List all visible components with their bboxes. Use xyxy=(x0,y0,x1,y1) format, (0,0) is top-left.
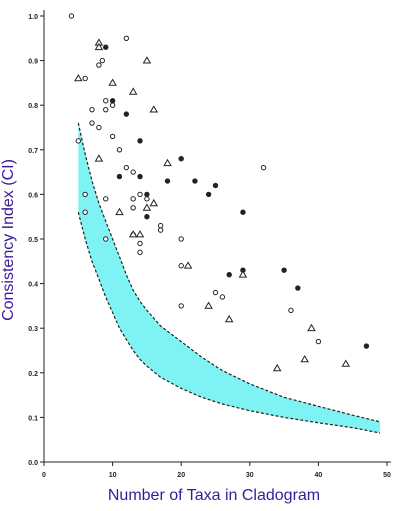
y-tick-label: 0.7 xyxy=(28,148,38,155)
data-point-filled-circle xyxy=(240,209,246,215)
data-point-open-circle xyxy=(82,191,88,198)
data-point-filled-circle xyxy=(164,178,171,184)
data-point-open-circle xyxy=(109,102,116,108)
data-point-open-triangle xyxy=(224,314,234,323)
data-point-open-triangle xyxy=(149,198,159,207)
y-tick-label: 0.5 xyxy=(28,237,38,244)
data-point-open-triangle xyxy=(272,363,282,372)
y-tick-label: 0.0 xyxy=(28,460,38,467)
data-point-open-circle xyxy=(157,227,164,233)
data-point-open-triangle xyxy=(74,74,83,82)
data-point-open-circle xyxy=(82,209,88,215)
band-upper-boundary xyxy=(77,122,381,423)
data-point-open-triangle xyxy=(183,261,193,269)
y-tick-label: 0.8 xyxy=(28,103,38,110)
data-point-filled-circle xyxy=(281,267,287,273)
data-point-open-circle xyxy=(75,138,82,144)
data-point-open-circle xyxy=(99,57,106,64)
data-point-open-circle xyxy=(123,164,130,171)
data-point-open-circle xyxy=(103,236,109,242)
data-point-open-triangle xyxy=(341,359,351,367)
data-point-open-triangle xyxy=(142,203,152,211)
data-point-open-circle xyxy=(89,106,95,113)
y-axis-label: Consistency Index (CI) xyxy=(0,159,17,321)
data-point-open-circle xyxy=(130,196,136,202)
data-point-filled-circle xyxy=(295,285,301,291)
data-point-open-triangle xyxy=(238,270,248,278)
data-point-open-triangle xyxy=(115,207,124,216)
data-point-filled-circle xyxy=(205,191,212,198)
data-point-filled-circle xyxy=(109,98,116,104)
data-point-open-circle xyxy=(288,307,294,314)
data-point-open-circle xyxy=(144,196,150,202)
band-lower-boundary xyxy=(77,212,381,434)
data-point-open-circle xyxy=(137,249,143,256)
data-point-open-triangle xyxy=(135,230,145,238)
data-point-filled-circle xyxy=(103,44,109,50)
x-tick-label: 50 xyxy=(383,472,391,479)
data-point-open-circle xyxy=(178,236,184,242)
data-point-open-triangle xyxy=(204,301,213,309)
y-tick-label: 0.4 xyxy=(28,282,38,289)
data-point-open-circle xyxy=(130,169,136,175)
data-point-filled-circle xyxy=(226,271,232,278)
y-tick-label: 0.2 xyxy=(28,371,38,378)
data-point-filled-circle xyxy=(144,214,150,220)
data-point-open-triangle xyxy=(307,323,316,332)
y-tick-label: 0.1 xyxy=(28,415,38,422)
data-point-open-circle xyxy=(137,191,143,198)
data-point-open-circle xyxy=(315,338,322,345)
x-axis-label: Number of Taxa in Cladogram xyxy=(108,487,320,504)
data-point-open-circle xyxy=(212,289,219,296)
data-point-filled-circle xyxy=(178,156,184,162)
data-point-open-circle xyxy=(109,133,116,140)
data-point-open-circle xyxy=(123,35,130,41)
data-point-open-circle xyxy=(103,98,109,104)
data-point-filled-circle xyxy=(192,178,198,184)
data-point-filled-circle xyxy=(212,182,219,189)
y-tick-label: 0.3 xyxy=(28,326,38,333)
data-point-open-circle xyxy=(130,205,136,211)
data-point-open-circle xyxy=(96,124,102,131)
data-point-open-triangle xyxy=(163,158,172,167)
data-point-filled-circle xyxy=(123,111,130,117)
data-point-open-circle xyxy=(178,263,184,269)
data-point-open-circle xyxy=(96,62,102,68)
data-point-filled-circle xyxy=(363,343,370,349)
x-tick-label: 40 xyxy=(315,472,323,479)
data-point-open-circle xyxy=(178,303,184,309)
data-point-open-triangle xyxy=(142,56,152,64)
data-point-open-triangle xyxy=(300,355,309,363)
x-tick-label: 20 xyxy=(177,472,185,479)
y-tick-label: 0.6 xyxy=(28,192,38,199)
data-point-open-circle xyxy=(89,120,95,126)
data-point-filled-circle xyxy=(137,173,143,180)
data-point-open-triangle xyxy=(128,230,138,238)
data-point-open-triangle xyxy=(128,87,138,95)
confidence-band xyxy=(78,123,381,433)
data-point-open-triangle xyxy=(94,154,104,162)
y-tick-label: 1.0 xyxy=(28,14,38,21)
x-tick-label: 0 xyxy=(42,472,46,479)
data-point-open-circle xyxy=(157,222,164,229)
data-point-filled-circle xyxy=(116,173,123,180)
data-point-filled-circle xyxy=(144,191,150,198)
data-point-open-circle xyxy=(260,164,267,171)
x-tick-label: 10 xyxy=(109,472,117,479)
data-point-open-triangle xyxy=(94,42,104,51)
x-tick-label: 30 xyxy=(246,472,254,479)
data-point-filled-circle xyxy=(137,138,143,144)
data-point-open-triangle xyxy=(108,78,117,86)
data-point-open-triangle xyxy=(149,105,159,113)
y-tick-label: 0.9 xyxy=(28,59,38,66)
data-point-open-circle xyxy=(137,240,143,247)
data-point-open-circle xyxy=(82,75,88,82)
data-point-open-circle xyxy=(219,294,226,300)
data-point-open-circle xyxy=(103,106,109,113)
data-point-open-circle xyxy=(116,147,123,153)
data-point-open-circle xyxy=(68,13,75,19)
data-point-open-circle xyxy=(103,196,109,202)
